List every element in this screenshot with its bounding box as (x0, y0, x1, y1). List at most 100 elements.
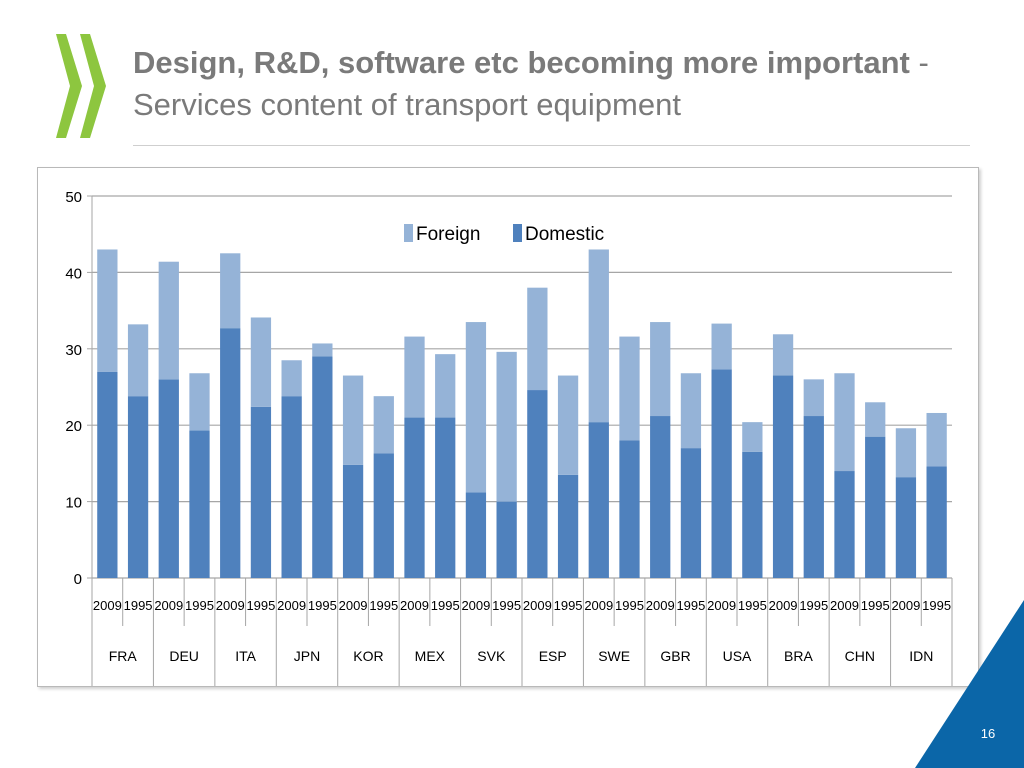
bar-domestic-esp-2009 (527, 390, 548, 578)
bar-domestic-usa-2009 (711, 369, 732, 578)
bar-domestic-fra-2009 (97, 371, 118, 578)
bar-domestic-bra-1995 (803, 416, 824, 578)
x-year-label: 2009 (277, 598, 306, 613)
bar-foreign-idn-2009 (895, 428, 917, 478)
title-bold-text: Design, R&D, software etc becoming more … (133, 45, 910, 80)
bar-foreign-mex-2009 (404, 336, 425, 418)
x-country-label-deu: DEU (169, 648, 199, 664)
bar-domestic-svk-1995 (496, 501, 517, 578)
x-year-label: 1995 (738, 598, 767, 613)
x-year-label: 2009 (339, 598, 368, 613)
bar-foreign-mex-1995 (435, 354, 456, 418)
bar-domestic-gbr-2009 (650, 416, 671, 578)
x-year-label: 1995 (308, 598, 337, 613)
page-number: 16 (980, 726, 996, 741)
bar-foreign-kor-1995 (373, 396, 394, 454)
x-year-label: 1995 (554, 598, 583, 613)
x-year-label: 1995 (431, 598, 460, 613)
title-rest-text: Services content of transport equipment (133, 87, 681, 122)
x-year-label: 1995 (922, 598, 951, 613)
x-year-label: 2009 (584, 598, 613, 613)
bar-domestic-svk-2009 (465, 492, 487, 578)
x-country-label-ita: ITA (235, 648, 256, 664)
x-year-label: 2009 (830, 598, 859, 613)
x-country-label-idn: IDN (909, 648, 933, 664)
legend-swatch-foreign (404, 224, 413, 242)
x-year-label: 1995 (246, 598, 275, 613)
logo-chevron-1 (56, 34, 82, 138)
bar-foreign-ita-2009 (220, 253, 241, 329)
y-tick-label: 30 (65, 342, 82, 359)
x-year-label: 2009 (891, 598, 920, 613)
bar-domestic-kor-2009 (342, 464, 364, 578)
bar-foreign-svk-2009 (465, 322, 487, 493)
bar-foreign-bra-2009 (772, 334, 794, 376)
x-country-label-esp: ESP (539, 648, 567, 664)
logo-chevron-2 (80, 34, 106, 138)
bar-domestic-idn-2009 (895, 477, 917, 578)
bar-foreign-swe-1995 (619, 336, 640, 441)
bar-foreign-deu-1995 (189, 373, 210, 431)
bar-domestic-gbr-1995 (680, 448, 702, 578)
x-country-label-gbr: GBR (660, 648, 690, 664)
y-tick-label: 50 (65, 189, 82, 206)
x-year-label: 2009 (523, 598, 552, 613)
y-tick-label: 0 (74, 571, 82, 588)
bar-domestic-swe-1995 (619, 440, 640, 578)
bar-domestic-deu-1995 (189, 430, 210, 578)
x-country-label-fra: FRA (109, 648, 138, 664)
bar-foreign-fra-1995 (127, 324, 149, 397)
x-year-label: 1995 (615, 598, 644, 613)
bar-foreign-svk-1995 (496, 351, 517, 502)
legend-swatch-domestic (513, 224, 522, 242)
x-country-label-bra: BRA (784, 648, 813, 664)
title-divider (133, 145, 970, 146)
x-year-label: 1995 (369, 598, 398, 613)
bar-foreign-gbr-1995 (680, 373, 702, 449)
bar-foreign-gbr-2009 (650, 322, 671, 417)
bar-foreign-chn-2009 (834, 373, 855, 472)
slide-title: Design, R&D, software etc becoming more … (133, 42, 993, 126)
x-year-label: 2009 (646, 598, 675, 613)
bar-domestic-esp-1995 (557, 474, 579, 578)
bar-domestic-jpn-2009 (281, 396, 302, 578)
bar-domestic-swe-2009 (588, 422, 609, 578)
bar-foreign-bra-1995 (803, 379, 824, 417)
x-year-label: 2009 (216, 598, 245, 613)
x-year-label: 2009 (93, 598, 122, 613)
bar-foreign-esp-2009 (527, 287, 548, 391)
x-year-label: 1995 (799, 598, 828, 613)
y-tick-label: 40 (65, 265, 82, 282)
bar-domestic-fra-1995 (127, 396, 149, 578)
bar-domestic-jpn-1995 (312, 356, 333, 578)
x-year-label: 1995 (676, 598, 705, 613)
bar-domestic-deu-2009 (158, 379, 179, 578)
bar-domestic-kor-1995 (373, 453, 394, 578)
x-year-label: 2009 (769, 598, 798, 613)
x-year-label: 1995 (861, 598, 890, 613)
bar-domestic-mex-1995 (435, 417, 456, 578)
x-country-label-kor: KOR (353, 648, 383, 664)
bar-domestic-ita-2009 (220, 328, 241, 578)
chart-frame: 0 10 20 30 40 50 2009 1995 2009 1995 2009 1995 2009 1… (37, 167, 979, 687)
y-tick-label: 10 (65, 495, 82, 512)
bar-foreign-usa-1995 (742, 422, 763, 452)
bar-domestic-idn-1995 (926, 466, 947, 578)
bar-domestic-chn-1995 (865, 436, 886, 578)
bar-foreign-usa-2009 (711, 323, 732, 370)
bar-foreign-chn-1995 (865, 402, 886, 437)
x-country-label-jpn: JPN (294, 648, 320, 664)
oecd-logo-icon (56, 34, 106, 138)
bar-foreign-kor-2009 (342, 375, 364, 465)
bar-domestic-mex-2009 (404, 417, 425, 578)
bar-domestic-ita-1995 (250, 406, 272, 578)
x-year-label: 1995 (492, 598, 521, 613)
x-year-label: 2009 (707, 598, 736, 613)
x-country-label-svk: SVK (477, 648, 506, 664)
x-year-label: 2009 (154, 598, 183, 613)
bar-foreign-idn-1995 (926, 412, 947, 467)
bar-foreign-jpn-1995 (312, 343, 333, 357)
bar-foreign-jpn-2009 (281, 360, 302, 397)
